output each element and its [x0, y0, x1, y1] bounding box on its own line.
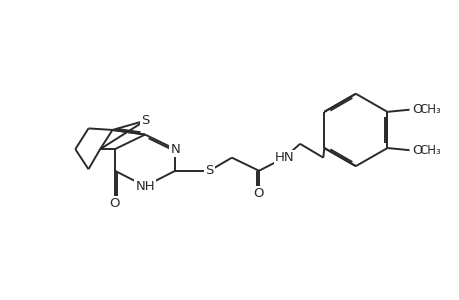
Text: N: N	[170, 143, 180, 156]
Text: S: S	[205, 164, 213, 177]
Text: O: O	[253, 187, 263, 200]
Text: CH₃: CH₃	[419, 144, 440, 157]
Text: O: O	[411, 144, 422, 157]
Text: O: O	[109, 197, 120, 210]
Text: HN: HN	[274, 151, 294, 164]
Text: NH: NH	[135, 180, 155, 193]
Text: S: S	[140, 114, 149, 127]
Text: O: O	[411, 103, 422, 116]
Text: CH₃: CH₃	[419, 103, 440, 116]
